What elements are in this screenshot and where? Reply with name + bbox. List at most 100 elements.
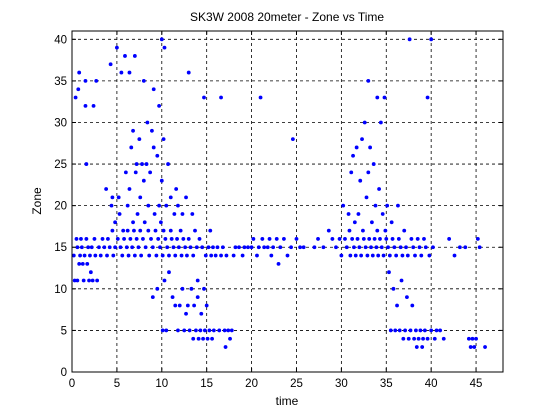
data-point xyxy=(192,303,197,308)
data-point xyxy=(438,328,443,333)
data-point xyxy=(378,120,383,125)
data-point xyxy=(94,79,99,83)
data-point xyxy=(387,253,392,258)
data-point xyxy=(350,237,355,241)
data-point xyxy=(146,203,151,208)
data-point xyxy=(334,245,338,250)
data-point xyxy=(361,237,366,241)
data-point xyxy=(113,245,117,250)
data-point xyxy=(138,195,143,200)
data-point xyxy=(170,295,175,300)
data-point xyxy=(267,237,272,241)
data-point xyxy=(349,170,354,175)
data-point xyxy=(191,336,196,341)
data-point xyxy=(183,245,188,250)
y-tick-label: 35 xyxy=(54,76,67,88)
data-point xyxy=(155,153,160,158)
data-point xyxy=(396,203,400,208)
data-point xyxy=(407,37,412,42)
plot-frame xyxy=(71,30,504,373)
data-point xyxy=(209,253,214,258)
data-point xyxy=(105,253,109,258)
data-point xyxy=(100,237,105,241)
data-point xyxy=(184,195,188,200)
data-point xyxy=(405,253,410,258)
data-point xyxy=(164,328,169,333)
data-point xyxy=(372,237,377,241)
data-point xyxy=(131,128,135,133)
data-point xyxy=(134,162,139,166)
data-point xyxy=(161,137,166,142)
data-point xyxy=(71,253,76,258)
data-point xyxy=(128,237,133,241)
data-point xyxy=(222,328,227,333)
data-point xyxy=(207,328,212,333)
data-point xyxy=(83,79,88,83)
data-point xyxy=(176,245,181,250)
data-point xyxy=(200,245,205,250)
data-point xyxy=(393,328,398,333)
data-point xyxy=(370,220,374,225)
data-point xyxy=(122,237,126,241)
data-point xyxy=(463,245,468,250)
data-point xyxy=(211,328,216,333)
data-point xyxy=(211,245,215,250)
data-point xyxy=(251,237,256,241)
data-point xyxy=(116,195,121,200)
data-point xyxy=(162,45,167,50)
data-point xyxy=(483,345,487,349)
data-point xyxy=(255,253,259,258)
data-point xyxy=(271,245,276,250)
data-point xyxy=(231,253,236,258)
data-point xyxy=(147,253,152,258)
data-point xyxy=(205,336,210,341)
data-point xyxy=(370,253,375,258)
data-point xyxy=(204,303,209,308)
data-point xyxy=(203,253,208,258)
data-point xyxy=(154,253,159,258)
data-point xyxy=(379,245,384,250)
data-point xyxy=(77,261,82,266)
chart-title: SK3W 2008 20meter - Zone vs Time xyxy=(190,10,384,24)
data-point xyxy=(468,345,473,349)
data-point xyxy=(152,212,157,216)
data-point xyxy=(187,328,192,333)
data-point xyxy=(367,237,372,241)
data-point xyxy=(104,187,109,191)
data-point xyxy=(414,328,418,333)
data-point xyxy=(123,170,128,175)
data-point xyxy=(458,245,462,250)
data-point xyxy=(151,87,156,92)
data-point xyxy=(150,245,155,250)
data-point xyxy=(422,328,427,333)
data-point xyxy=(383,228,388,233)
data-point xyxy=(131,220,135,225)
data-point xyxy=(376,253,381,258)
data-point xyxy=(416,336,421,341)
y-tick-label: 0 xyxy=(61,367,67,379)
data-point xyxy=(265,245,270,250)
data-point xyxy=(199,311,204,316)
data-point xyxy=(339,253,344,258)
data-point xyxy=(249,245,254,250)
x-tick-label: 45 xyxy=(470,378,483,390)
data-point xyxy=(118,245,123,250)
data-point xyxy=(114,45,119,50)
data-point xyxy=(410,303,415,308)
data-point xyxy=(180,286,185,291)
data-point xyxy=(256,245,261,250)
data-point xyxy=(474,336,478,341)
data-point xyxy=(206,245,211,250)
data-point xyxy=(431,245,435,250)
data-point xyxy=(132,54,137,58)
data-point xyxy=(219,95,223,100)
data-point xyxy=(88,270,93,275)
data-point xyxy=(398,245,403,250)
x-tick-label: 10 xyxy=(155,378,168,390)
data-point xyxy=(269,253,274,258)
data-point xyxy=(427,253,432,258)
data-point xyxy=(173,253,178,258)
data-point xyxy=(377,187,381,191)
data-point xyxy=(110,228,115,233)
data-point xyxy=(423,245,428,250)
